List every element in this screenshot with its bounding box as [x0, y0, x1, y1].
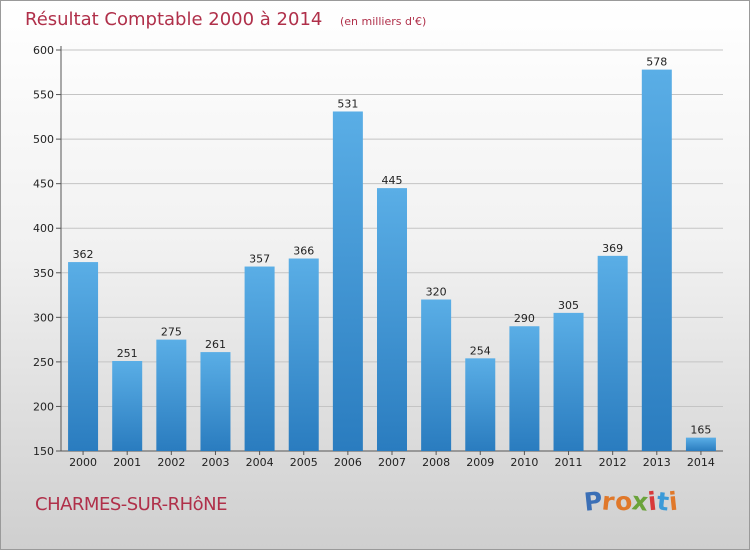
data-label: 165 [690, 424, 711, 437]
bar-2011 [553, 312, 584, 451]
data-label: 275 [161, 326, 182, 339]
y-tick-label: 450 [33, 178, 54, 191]
x-axis-ticks: 2000 2001 2002 2003 2004 2005 2006 2007 2008 2009… [69, 451, 715, 469]
x-tick-label: 2014 [687, 456, 715, 469]
y-tick-label: 200 [33, 400, 54, 413]
y-tick-label: 250 [33, 356, 54, 369]
bar-2003 [200, 352, 231, 451]
y-tick-label: 400 [33, 222, 54, 235]
x-tick-label: 2008 [422, 456, 450, 469]
y-tick-label: 150 [33, 445, 54, 458]
x-tick-label: 2012 [599, 456, 627, 469]
x-tick-label: 2011 [555, 456, 583, 469]
data-label: 254 [470, 344, 491, 357]
y-tick-label: 550 [33, 89, 54, 102]
x-tick-label: 2010 [510, 456, 538, 469]
y-axis-ticks: 150 200 250 300 350 400 450 500 550 600 [33, 44, 61, 458]
data-label: 261 [205, 338, 226, 351]
x-tick-label: 2006 [334, 456, 362, 469]
x-tick-label: 2000 [69, 456, 97, 469]
data-label: 320 [426, 286, 447, 299]
x-tick-label: 2004 [246, 456, 274, 469]
bar-2004 [244, 266, 275, 451]
data-label: 445 [382, 174, 403, 187]
data-label: 531 [337, 97, 358, 110]
x-tick-label: 2002 [157, 456, 185, 469]
y-tick-label: 600 [33, 44, 54, 57]
y-tick-label: 500 [33, 133, 54, 146]
bar-2014 [685, 437, 716, 451]
data-label: 357 [249, 253, 270, 266]
bar-2010 [509, 326, 540, 451]
bar-2008 [421, 299, 452, 451]
bars: 362 251 275 261 357 366 531 445 320 254 290 305 369 5… [68, 56, 716, 452]
data-label: 366 [293, 245, 314, 258]
chart-subtitle: (en milliers d'€) [340, 15, 426, 28]
data-label: 578 [646, 56, 667, 69]
data-label: 369 [602, 242, 623, 255]
data-label: 251 [117, 347, 138, 360]
bar-2002 [156, 339, 187, 451]
x-tick-label: 2013 [643, 456, 671, 469]
proxiti-logo: Proxiti [583, 486, 679, 517]
chart-title: Résultat Comptable 2000 à 2014 [25, 9, 322, 30]
data-label: 305 [558, 299, 579, 312]
data-label: 362 [73, 248, 94, 261]
bar-2007 [377, 188, 407, 451]
y-tick-label: 350 [33, 267, 54, 280]
x-tick-label: 2003 [201, 456, 229, 469]
x-tick-label: 2009 [466, 456, 494, 469]
data-label: 290 [514, 312, 535, 325]
bar-2001 [112, 360, 143, 451]
bar-2005 [288, 258, 319, 451]
bar-2013 [641, 69, 672, 452]
bar-2000 [68, 262, 99, 451]
bar-2009 [465, 358, 496, 451]
logo-letter: i [667, 486, 679, 517]
x-tick-label: 2005 [290, 456, 318, 469]
bar-2012 [597, 255, 628, 451]
bar-2006 [332, 111, 363, 451]
y-tick-label: 300 [33, 311, 54, 324]
x-tick-label: 2007 [378, 456, 406, 469]
commune-name: CHARMES-SUR-RHôNE [35, 494, 228, 515]
x-tick-label: 2001 [113, 456, 141, 469]
